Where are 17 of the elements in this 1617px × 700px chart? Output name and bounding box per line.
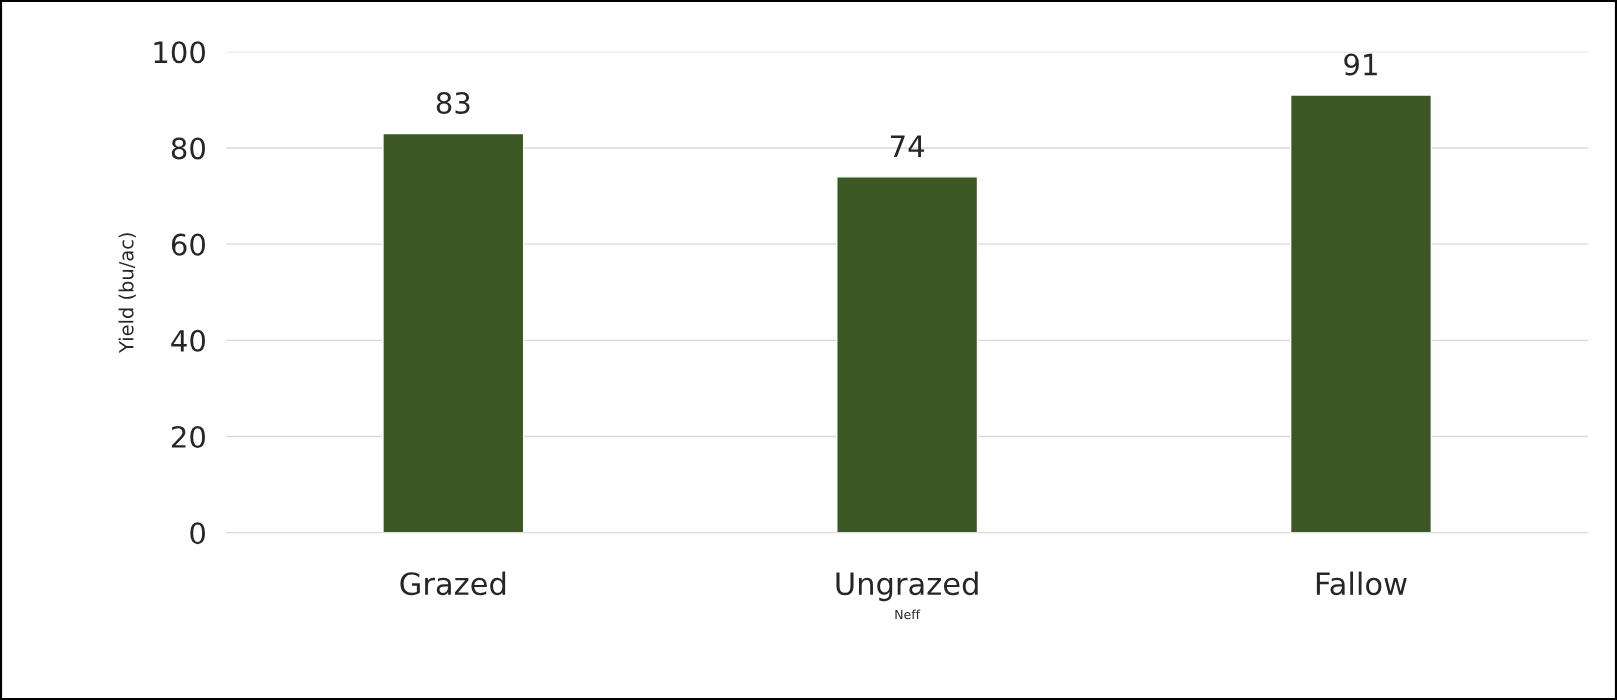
y-tick-label: 100 bbox=[154, 41, 205, 64]
y-tick-label: 40 bbox=[171, 329, 205, 352]
y-tick-label: 60 bbox=[171, 233, 205, 256]
x-tick-label: Fallow bbox=[1316, 571, 1407, 596]
data-label: 74 bbox=[890, 135, 925, 157]
data-label: 83 bbox=[436, 91, 470, 115]
x-tick-label: Grazed bbox=[400, 571, 506, 596]
y-tick-label: 80 bbox=[171, 137, 205, 160]
bar bbox=[382, 132, 525, 533]
x-axis-title: Neff bbox=[895, 609, 921, 620]
bar bbox=[1289, 94, 1433, 533]
data-label: 91 bbox=[1344, 53, 1377, 76]
bar bbox=[836, 176, 979, 533]
y-tick-label: 20 bbox=[171, 425, 205, 449]
y-tick-label: 0 bbox=[190, 522, 205, 545]
x-tick-label: Ungrazed bbox=[836, 571, 978, 602]
y-axis-title: Yield (bu/ac) bbox=[118, 233, 136, 354]
